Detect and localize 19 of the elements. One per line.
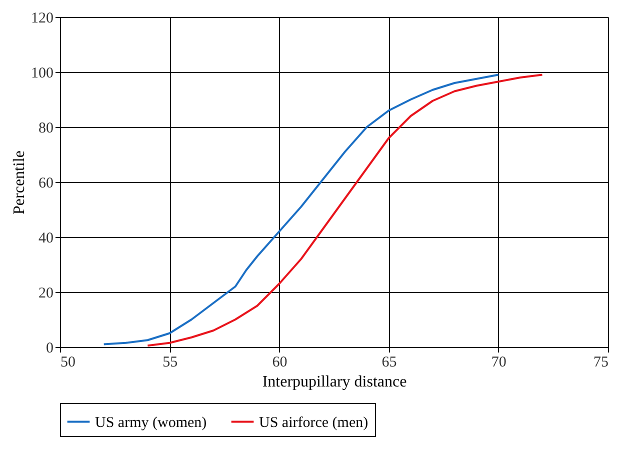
legend-label: US airforce (men) <box>259 414 368 431</box>
y-tick-label: 0 <box>46 340 54 356</box>
y-tick-label: 120 <box>31 10 54 26</box>
x-tick-label: 70 <box>491 354 506 370</box>
x-tick-label: 50 <box>60 354 76 370</box>
y-tick-label: 80 <box>38 120 54 136</box>
legend-label: US army (women) <box>95 414 207 431</box>
y-tick-label: 60 <box>38 176 54 192</box>
x-tick-label: 75 <box>594 354 608 370</box>
x-axis-title: Interpupillary distance <box>262 374 407 390</box>
y-tick-label: 100 <box>31 66 54 82</box>
x-tick-label: 60 <box>272 354 288 370</box>
x-tick-label: 55 <box>162 354 178 370</box>
x-tick-label: 65 <box>382 354 397 370</box>
y-tick-label: 40 <box>38 230 54 246</box>
line-series <box>146 74 544 347</box>
y-tick-label: 20 <box>38 286 54 302</box>
line-series <box>102 74 500 346</box>
y-axis-title: Percentile <box>11 150 28 214</box>
